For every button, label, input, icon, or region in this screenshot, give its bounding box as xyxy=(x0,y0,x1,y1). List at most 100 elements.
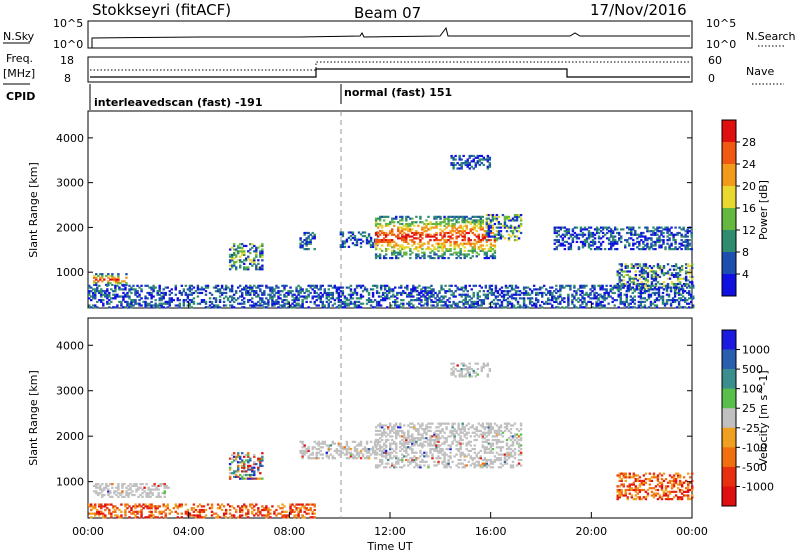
data-cell xyxy=(124,288,127,291)
data-cell xyxy=(515,215,519,218)
data-cell xyxy=(128,302,131,305)
data-cell xyxy=(519,219,523,222)
data-cell xyxy=(273,304,276,307)
data-cell xyxy=(261,259,264,262)
data-cell xyxy=(450,371,453,374)
data-cell xyxy=(485,244,489,247)
data-cell xyxy=(110,297,113,300)
data-cell xyxy=(463,428,466,431)
data-cell xyxy=(538,288,542,291)
data-cell xyxy=(339,453,343,456)
data-cell xyxy=(148,304,151,307)
data-cell xyxy=(343,302,347,305)
data-cell xyxy=(232,264,236,267)
data-cell xyxy=(541,293,544,296)
data-cell xyxy=(204,284,208,287)
data-cell xyxy=(460,293,463,296)
data-cell xyxy=(479,240,483,244)
data-cell xyxy=(487,424,491,427)
data-cell xyxy=(483,448,487,451)
data-cell xyxy=(463,429,466,433)
data-cell xyxy=(417,242,420,245)
data-cell xyxy=(628,472,631,475)
data-cell xyxy=(658,230,661,233)
data-cell xyxy=(583,284,586,287)
data-cell xyxy=(291,295,294,298)
data-cell xyxy=(339,455,343,458)
data-cell xyxy=(417,431,420,434)
data-cell xyxy=(95,484,98,488)
data-cell xyxy=(208,300,212,304)
data-cell xyxy=(481,244,485,247)
data-cell xyxy=(473,444,476,447)
data-cell xyxy=(452,167,455,170)
data-cell xyxy=(517,213,521,217)
data-cell xyxy=(491,438,495,442)
data-cell xyxy=(413,455,416,458)
data-cell xyxy=(618,492,621,495)
data-cell xyxy=(261,299,264,302)
data-cell xyxy=(287,293,290,296)
data-cell xyxy=(486,160,490,163)
data-cell xyxy=(632,481,636,484)
data-cell xyxy=(599,302,602,305)
data-cell xyxy=(341,231,345,234)
data-cell xyxy=(483,251,487,254)
data-cell xyxy=(319,284,322,287)
data-cell xyxy=(455,253,458,256)
data-cell xyxy=(528,293,532,296)
data-cell xyxy=(384,224,388,227)
data-cell xyxy=(511,217,515,220)
data-cell xyxy=(373,306,377,309)
data-cell xyxy=(341,233,345,236)
data-cell xyxy=(515,437,519,440)
data-cell xyxy=(144,306,147,309)
data-cell xyxy=(506,304,510,307)
data-cell xyxy=(478,290,481,293)
data-cell xyxy=(657,299,661,302)
data-cell xyxy=(419,233,422,236)
data-cell xyxy=(317,288,320,291)
data-cell xyxy=(405,228,408,231)
data-cell xyxy=(441,435,444,438)
data-cell xyxy=(676,233,679,236)
data-cell xyxy=(301,306,304,309)
data-cell xyxy=(299,239,302,242)
data-cell xyxy=(624,244,627,247)
data-cell xyxy=(349,295,353,298)
data-cell xyxy=(441,460,444,463)
data-cell xyxy=(429,221,432,224)
data-cell xyxy=(623,302,626,305)
data-cell xyxy=(160,299,163,302)
data-cell xyxy=(620,479,623,483)
data-cell xyxy=(228,295,232,298)
data-cell xyxy=(579,306,582,309)
data-cell xyxy=(461,451,464,454)
data-cell xyxy=(383,291,387,295)
data-cell xyxy=(153,488,156,491)
data-cell xyxy=(472,369,475,373)
data-cell xyxy=(441,453,444,456)
data-cell xyxy=(575,299,578,302)
data-cell xyxy=(561,306,564,309)
data-cell xyxy=(408,300,411,304)
data-cell xyxy=(628,228,631,231)
data-cell xyxy=(106,300,109,304)
data-cell xyxy=(311,235,314,238)
data-cell xyxy=(259,250,262,253)
data-cell xyxy=(232,475,236,478)
data-cell xyxy=(337,442,341,445)
data-cell xyxy=(158,299,161,302)
data-cell xyxy=(502,293,506,296)
data-cell xyxy=(646,272,650,275)
data-cell xyxy=(435,438,438,442)
data-cell xyxy=(611,291,614,295)
data-cell xyxy=(445,437,448,440)
data-cell xyxy=(165,486,168,489)
data-cell xyxy=(489,248,493,251)
data-cell xyxy=(349,455,353,458)
data-cell xyxy=(483,431,487,434)
data-cell xyxy=(113,280,116,283)
data-cell xyxy=(630,263,634,266)
